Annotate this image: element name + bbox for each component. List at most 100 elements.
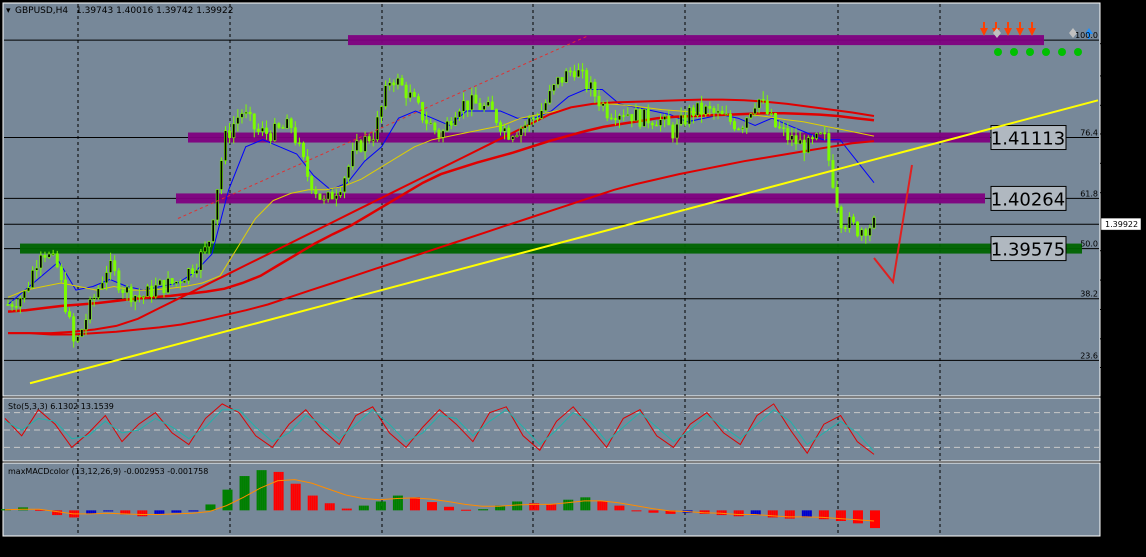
macd-bar — [341, 508, 344, 511]
candle-body — [806, 137, 810, 154]
macd-bar — [788, 510, 791, 519]
candle-body — [523, 125, 527, 129]
macd-bar — [786, 510, 789, 519]
macd-bar — [520, 501, 523, 511]
candle-body — [490, 101, 494, 110]
candle-body — [856, 221, 860, 237]
macd-bar — [724, 510, 727, 516]
macd-bar — [279, 471, 282, 511]
x-tick-label: 3 Jun 16:00 — [643, 541, 689, 550]
candle-body — [626, 114, 630, 116]
candle-body — [597, 95, 601, 107]
macd-bar — [565, 499, 568, 511]
candle-body — [137, 295, 141, 298]
macd-bar — [860, 510, 863, 524]
macd-bar — [792, 510, 795, 519]
candle-body — [199, 251, 203, 271]
candle-body — [14, 306, 18, 308]
candle-body — [100, 282, 104, 290]
macd-bar — [824, 510, 827, 520]
candle-body — [453, 116, 457, 126]
macd-bar — [428, 502, 431, 511]
x-tick-label: 30 Apr 16:00 — [66, 541, 118, 550]
candle-body — [650, 122, 654, 126]
macd-bar — [486, 509, 489, 511]
candle-body — [228, 130, 232, 138]
candle-body — [371, 139, 375, 142]
macd-bar — [771, 510, 774, 518]
channel-line — [177, 35, 589, 219]
candle-body — [425, 119, 429, 124]
candle-body — [318, 193, 322, 200]
macd-bar — [330, 503, 333, 511]
macd-pane[interactable] — [2, 462, 1101, 537]
candle-body — [326, 191, 330, 200]
candle-body — [117, 270, 121, 291]
macd-bar — [296, 483, 299, 511]
candle-body — [63, 279, 67, 312]
macd-bar — [1, 509, 3, 511]
macd-bar — [366, 505, 369, 511]
moving-average-line — [8, 140, 875, 336]
candle-body — [306, 156, 310, 177]
candle-body — [203, 246, 207, 253]
y-tick-label: 1.39550 — [1108, 247, 1141, 256]
x-tick-label: 12 May 16:00 — [259, 541, 314, 550]
candle-body — [289, 118, 293, 128]
macd-bar — [358, 505, 361, 511]
macd-bar — [750, 510, 753, 516]
candle-body — [798, 139, 802, 145]
macd-bar — [569, 499, 572, 511]
candle-body — [146, 285, 150, 297]
macd-bar — [145, 510, 148, 517]
macd-bar — [120, 510, 123, 515]
macd-bar — [103, 510, 106, 512]
macd-bar — [228, 489, 231, 511]
signal-dot — [1042, 48, 1050, 56]
candle-body — [236, 117, 240, 125]
candle-body — [638, 109, 642, 127]
candle-body — [576, 69, 580, 78]
macd-bar — [599, 500, 602, 511]
level-box — [990, 125, 1067, 151]
candle-body — [544, 102, 548, 111]
level-box-value: 1.41113 — [991, 129, 1065, 150]
candle-body — [757, 99, 761, 109]
collapse-arrow-icon[interactable]: ▾ — [6, 6, 11, 16]
signal-dot — [1026, 48, 1034, 56]
candle-body — [297, 142, 301, 145]
macd-bar — [654, 510, 657, 513]
macd-label: maxMACDcolor (13,12,26,9) -0.002953 -0.0… — [8, 467, 208, 476]
macd-bar — [309, 495, 312, 511]
macd-bar — [718, 510, 721, 516]
candle-body — [359, 140, 363, 152]
macd-bar — [192, 510, 195, 512]
candle-body — [761, 99, 765, 101]
macd-bar — [179, 510, 182, 513]
macd-bar — [256, 470, 259, 511]
candle-body — [433, 122, 437, 131]
macd-bar — [262, 470, 265, 511]
candle-body — [80, 329, 84, 337]
signal-dot — [994, 48, 1002, 56]
candle-body — [96, 288, 100, 298]
candle-body — [609, 117, 613, 120]
candle-body — [769, 113, 773, 115]
candle-body — [408, 92, 412, 99]
macd-bar — [392, 495, 395, 511]
candle-body — [392, 82, 396, 86]
candle-body — [10, 304, 14, 307]
candle-body — [404, 84, 408, 99]
macd-bar — [518, 501, 521, 511]
macd-bar — [512, 501, 515, 511]
macd-bar — [409, 497, 412, 511]
candle-body — [564, 70, 568, 83]
chart-overlay: 1.41113 1.40264 1.39575 — [29, 22, 1099, 385]
candle-body — [494, 109, 498, 123]
candle-body — [256, 128, 260, 132]
macd-bar — [639, 510, 642, 512]
macd-bar — [533, 503, 536, 511]
macd-bar — [162, 510, 165, 514]
macd-tick-label: 0.007116 — [1102, 464, 1140, 473]
